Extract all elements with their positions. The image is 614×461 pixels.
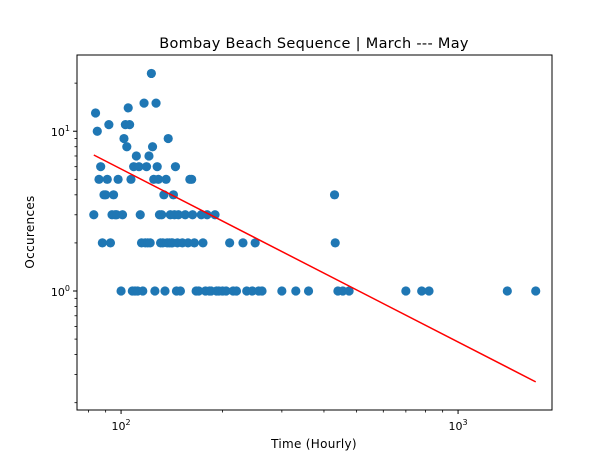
data-point <box>231 286 242 296</box>
data-point <box>153 174 163 184</box>
data-point <box>161 174 171 184</box>
data-point <box>187 174 197 184</box>
data-point <box>247 286 257 296</box>
data-point <box>175 286 186 296</box>
data-point <box>139 98 149 108</box>
data-point <box>198 238 208 248</box>
data-point <box>344 286 354 296</box>
data-point <box>97 238 107 248</box>
data-point <box>157 210 167 220</box>
chart-title: Bombay Beach Sequence | March --- May <box>159 36 469 52</box>
data-point <box>126 174 136 184</box>
data-point <box>303 286 314 296</box>
data-point <box>225 238 235 248</box>
data-point <box>147 142 158 152</box>
data-point <box>96 162 106 172</box>
data-point <box>138 286 148 296</box>
data-point <box>257 286 267 296</box>
data-point <box>180 210 190 220</box>
data-point <box>424 286 434 296</box>
data-point <box>123 103 133 113</box>
data-point <box>152 162 162 172</box>
data-point <box>238 238 248 248</box>
data-point <box>105 238 116 248</box>
data-point <box>194 286 204 296</box>
data-point <box>329 190 340 200</box>
data-point <box>502 286 512 296</box>
data-point <box>113 174 123 184</box>
data-point <box>221 286 231 296</box>
data-point <box>131 151 141 161</box>
data-point <box>116 286 126 296</box>
data-point <box>189 238 199 248</box>
data-point <box>150 286 160 296</box>
data-point <box>134 162 144 172</box>
data-point <box>187 210 198 220</box>
data-point <box>102 174 112 184</box>
data-point <box>117 210 128 220</box>
data-point <box>173 210 184 220</box>
data-point <box>90 108 101 118</box>
data-point <box>108 190 119 200</box>
data-point <box>163 133 173 144</box>
data-point <box>170 162 181 172</box>
data-point <box>89 210 99 220</box>
fit-line <box>93 154 537 383</box>
data-point <box>250 238 260 248</box>
data-point <box>210 210 220 220</box>
data-point <box>160 286 170 296</box>
data-point <box>124 120 135 130</box>
data-point <box>146 68 156 79</box>
x-axis-label: Time (Hourly) <box>270 437 357 451</box>
data-point <box>151 98 161 108</box>
data-point <box>94 174 104 184</box>
data-point <box>338 286 348 296</box>
data-point <box>104 120 114 130</box>
data-point <box>92 126 102 136</box>
y-axis-label: Occurences <box>23 195 37 268</box>
plot-frame <box>76 54 553 411</box>
data-point <box>277 286 287 296</box>
data-point <box>531 286 541 296</box>
data-point <box>417 286 427 296</box>
data-point <box>101 190 111 200</box>
data-point <box>291 286 301 296</box>
data-point <box>401 286 411 296</box>
data-point <box>145 238 155 248</box>
data-point <box>141 162 152 172</box>
data-point <box>135 210 145 220</box>
chart-marks <box>89 68 541 383</box>
data-point <box>183 238 193 248</box>
data-point <box>122 142 132 152</box>
data-point <box>330 238 340 248</box>
data-point <box>144 151 154 161</box>
data-point <box>119 133 129 144</box>
